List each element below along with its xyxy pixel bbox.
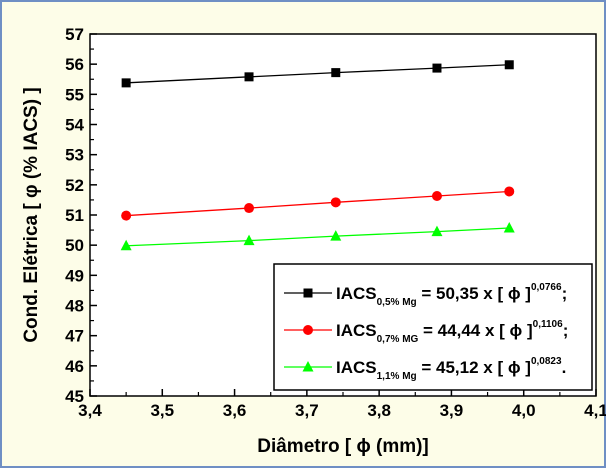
legend-1-marker: [303, 325, 313, 335]
x-tick-label-5: 3,9: [440, 401, 464, 420]
series-2-point-3: [431, 225, 443, 237]
series-2-point-0: [120, 239, 132, 251]
legend-0-part-2: = 50,35 x [ ϕ ]: [417, 284, 531, 303]
legend-0-marker: [303, 288, 313, 298]
legend-2-part-2: = 45,12 x [ ϕ ]: [417, 358, 531, 377]
legend-box: [273, 263, 593, 391]
legend-2-label: IACS1,1% Mg = 45,12 x [ ϕ ]0,0823.: [336, 356, 566, 382]
legend-2-marker: [302, 361, 314, 372]
x-tick-label-2: 3,6: [223, 401, 247, 420]
y-tick-label-6: 51: [65, 206, 84, 225]
legend-1-part-0: IACS: [336, 321, 377, 340]
y-tick-label-11: 56: [65, 55, 84, 74]
series-0-point-1: [244, 72, 254, 82]
series-2-point-4: [503, 221, 515, 233]
legend-2-part-1: 1,1% Mg: [377, 371, 417, 382]
series-1-point-4: [504, 186, 515, 197]
x-tick-label-6: 4,0: [512, 401, 536, 420]
y-tick-label-2: 47: [65, 327, 84, 346]
legend-1-part-4: ;: [563, 321, 569, 340]
series-2-point-2: [330, 230, 342, 241]
series-0-point-2: [331, 68, 341, 78]
series-0-point-0: [121, 78, 131, 88]
legend-0-part-4: ;: [562, 284, 568, 303]
x-tick-label-0: 3,4: [78, 401, 102, 420]
y-axis-label: Cond. Elétrica [ φ (% IACS) ]: [21, 87, 42, 342]
legend-2-part-4: .: [562, 358, 567, 377]
legend-0-part-0: IACS: [336, 284, 377, 303]
x-axis-label: Diâmetro [ ϕ (mm)]: [257, 436, 429, 457]
series-1-point-0: [121, 210, 132, 221]
y-tick-label-0: 45: [65, 387, 84, 406]
y-tick-label-7: 52: [65, 176, 84, 195]
x-tick-label-7: 4,1: [584, 401, 606, 420]
series-group: [120, 60, 515, 251]
axis-ticks: 3,4 3,5 3,6 3,7 3,8 3,9 4,0 4,1 45 46 47 48 49 50 51 52…: [65, 25, 606, 420]
y-tick-label-12: 57: [65, 25, 84, 44]
series-0-point-4: [504, 60, 514, 70]
y-tick-label-9: 54: [65, 116, 84, 135]
legend: IACS0,5% Mg = 50,35 x [ ϕ ]0,0766;IACS0,…: [273, 263, 593, 391]
legend-1-part-3: 0,1106: [533, 319, 563, 330]
legend-2-part-0: IACS: [336, 358, 377, 377]
series-0-point-3: [432, 63, 442, 73]
legend-1-label: IACS0,7% MG = 44,44 x [ ϕ ]0,1106;: [336, 319, 568, 345]
x-tick-label-4: 3,8: [367, 401, 391, 420]
legend-1-part-2: = 44,44 x [ ϕ ]: [418, 321, 532, 340]
x-tick-label-1: 3,5: [150, 401, 174, 420]
legend-1-part-1: 0,7% MG: [377, 334, 419, 345]
series-1-point-3: [431, 190, 442, 201]
series-2-point-1: [243, 234, 255, 246]
series-1-point-2: [330, 197, 341, 208]
y-tick-label-4: 49: [65, 266, 84, 285]
legend-2-part-3: 0,0823: [531, 356, 562, 367]
y-tick-label-5: 50: [65, 236, 84, 255]
legend-0-part-3: 0,0766: [531, 282, 562, 293]
x-tick-label-3: 3,7: [295, 401, 319, 420]
series-1-point-1: [244, 203, 255, 214]
legend-0-label: IACS0,5% Mg = 50,35 x [ ϕ ]0,0766;: [336, 282, 567, 308]
y-tick-label-10: 55: [65, 85, 84, 104]
y-tick-label-1: 46: [65, 357, 84, 376]
legend-0-part-1: 0,5% Mg: [377, 297, 417, 308]
y-tick-label-3: 48: [65, 297, 84, 316]
y-tick-label-8: 53: [65, 146, 84, 165]
